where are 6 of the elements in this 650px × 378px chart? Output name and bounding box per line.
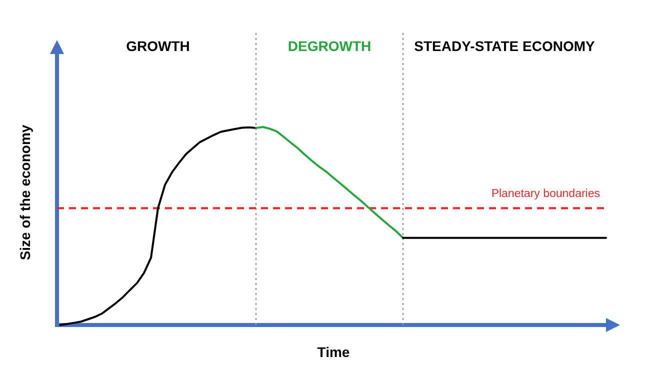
- text: STEADY-STATE ECONOMY: [414, 38, 596, 54]
- ref-line-label: Planetary boundaries: [491, 188, 600, 200]
- x-axis-title: Time: [317, 344, 350, 360]
- y-axis-title: Size of the economy: [17, 124, 33, 260]
- text: GROWTH: [126, 38, 190, 54]
- text: DEGROWTH: [288, 38, 372, 54]
